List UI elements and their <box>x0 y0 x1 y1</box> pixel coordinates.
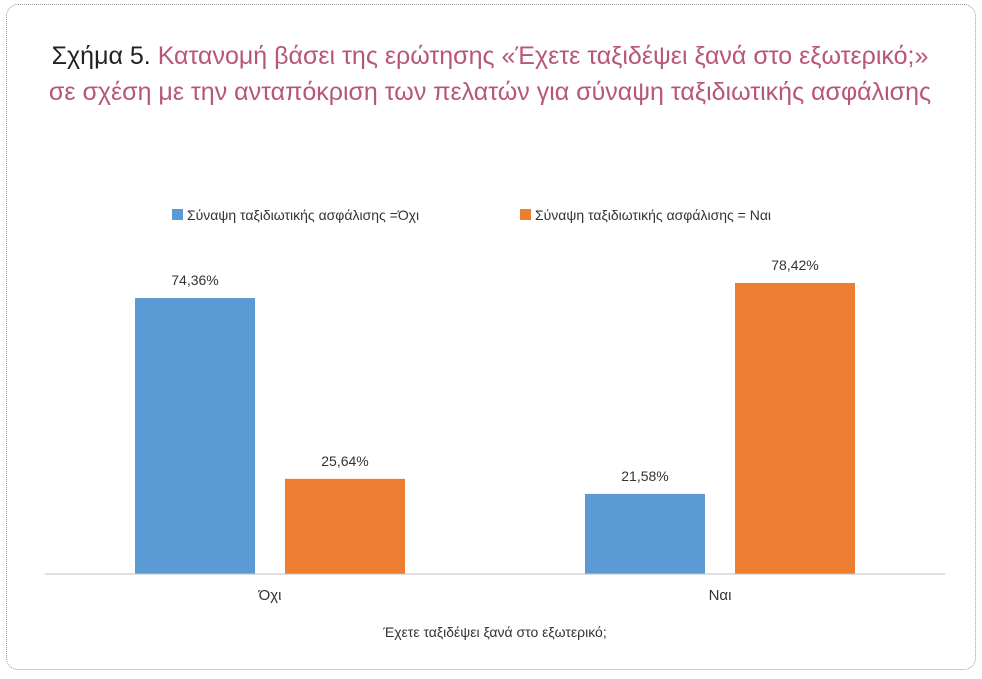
bar <box>735 282 855 574</box>
legend-entry: Σύναψη ταξιδιωτικής ασφάλισης = Ναι <box>535 207 771 223</box>
data-label: 25,64% <box>321 453 368 469</box>
data-label: 78,42% <box>771 257 818 273</box>
legend-entry: Σύναψη ταξιδιωτικής ασφάλισης =Όχι <box>187 207 419 223</box>
chart-title-text: Κατανομή βάσει της ερώτησης «Έχετε ταξιδ… <box>48 42 932 106</box>
legend-swatch <box>172 209 183 220</box>
x-tick-label: Όχι <box>258 587 282 604</box>
bars: 74,36% 25,64% 21,58% 78,42% <box>135 257 855 574</box>
chart-title: Σχήμα 5. Κατανομή βάσει της ερώτησης «Έχ… <box>40 38 940 110</box>
data-label: 21,58% <box>621 468 668 484</box>
x-tick-labels: Όχι Ναι <box>258 587 732 604</box>
legend: Σύναψη ταξιδιωτικής ασφάλισης =Όχι Σύναψη… <box>172 207 771 223</box>
x-tick-label: Ναι <box>709 587 732 604</box>
data-label: 74,36% <box>171 272 218 288</box>
bar <box>585 493 705 574</box>
chart-frame <box>6 4 976 670</box>
legend-swatch <box>520 209 531 220</box>
bar <box>135 298 255 574</box>
x-axis-label: Έχετε ταξιδέψει ξανά στο εξωτερικό; <box>382 624 607 640</box>
bar <box>285 478 405 574</box>
figure-number: Σχήμα 5. <box>51 42 151 70</box>
